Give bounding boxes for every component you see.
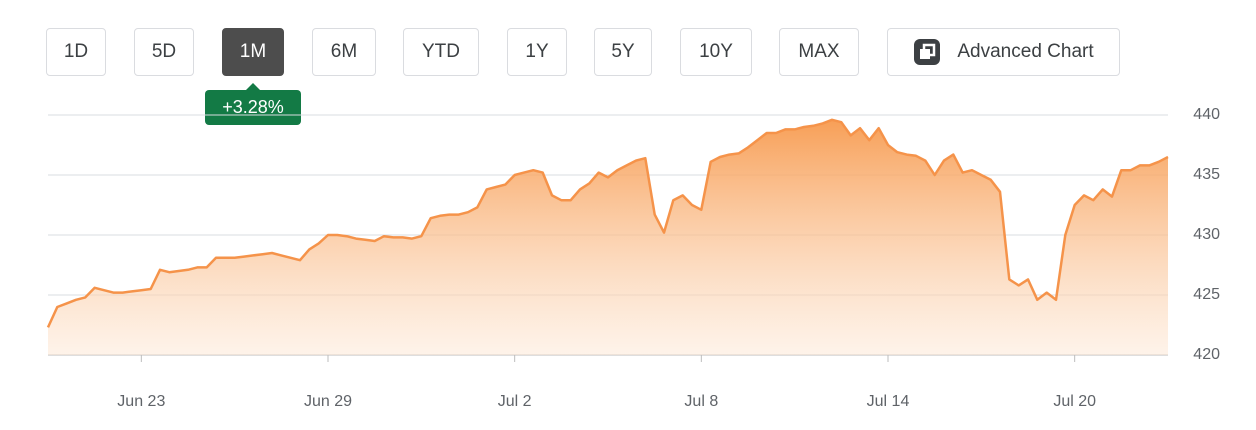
price-line <box>46 118 1169 328</box>
change-badge: +3.28% <box>205 83 301 125</box>
range-button[interactable]: YTD <box>403 28 479 76</box>
x-tick-label: Jun 29 <box>304 393 352 410</box>
advanced-chart-button[interactable]: Advanced Chart <box>887 28 1120 76</box>
area-fill <box>48 119 1168 355</box>
x-tick-label: Jul 8 <box>684 393 718 410</box>
y-tick-label: 440 <box>1193 106 1220 123</box>
range-button[interactable]: 5Y <box>594 28 652 76</box>
x-tick-label: Jul 2 <box>498 393 532 410</box>
y-tick-label: 430 <box>1193 226 1220 243</box>
y-tick-label: 425 <box>1193 286 1220 303</box>
x-tick-label: Jul 14 <box>867 393 910 410</box>
range-button[interactable]: 5D <box>134 28 194 76</box>
advanced-chart-label: Advanced Chart <box>957 41 1094 62</box>
x-tick-label: Jun 23 <box>117 393 165 410</box>
expand-icon <box>914 39 941 65</box>
y-tick-label: 420 <box>1193 346 1220 363</box>
range-button[interactable]: 10Y <box>680 28 752 76</box>
range-button[interactable]: 6M <box>312 28 376 76</box>
range-button[interactable]: 1D <box>46 28 106 76</box>
x-tick-label: Jul 20 <box>1053 393 1096 410</box>
y-tick-label: 435 <box>1193 166 1220 183</box>
range-button[interactable]: 1M <box>222 28 284 76</box>
range-button[interactable]: 1Y <box>507 28 567 76</box>
range-button[interactable]: MAX <box>779 28 859 76</box>
